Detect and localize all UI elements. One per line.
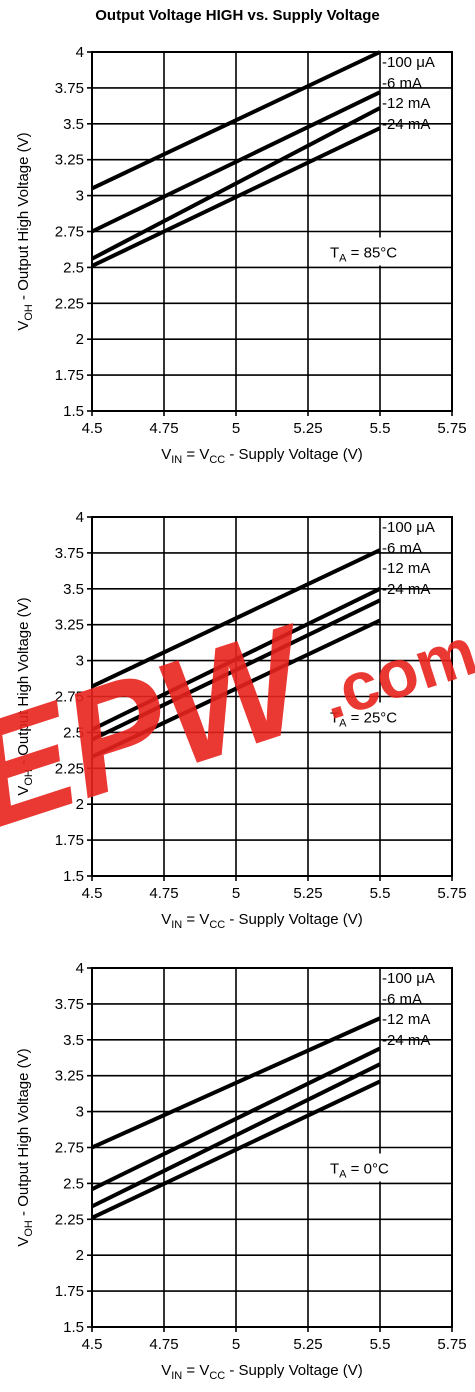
x-tick-label: 5.75 bbox=[437, 885, 466, 902]
series-label: -24 mA bbox=[382, 1032, 430, 1049]
series-line bbox=[91, 598, 381, 742]
y-tick-label: 2.5 bbox=[63, 1175, 84, 1192]
x-tick-label: 5.5 bbox=[370, 885, 391, 902]
series-label: -6 mA bbox=[382, 540, 422, 557]
series-line bbox=[91, 548, 381, 689]
y-tick-label: 4 bbox=[76, 960, 84, 977]
y-tick-label: 1.75 bbox=[55, 1283, 84, 1300]
y-tick-label: 1.75 bbox=[55, 832, 84, 849]
y-tick-label: 2.75 bbox=[55, 689, 84, 706]
y-axis-label: VOH - Output High Voltage (V) bbox=[15, 132, 35, 330]
y-tick-label: 2.25 bbox=[55, 1211, 84, 1228]
x-axis-label: VIN = VCC - Supply Voltage (V) bbox=[161, 1362, 363, 1382]
x-tick-label: 5.5 bbox=[370, 420, 391, 437]
series-label: -100 μA bbox=[382, 970, 435, 987]
x-tick-label: 4.5 bbox=[82, 1336, 103, 1353]
y-tick-label: 3.25 bbox=[55, 1068, 84, 1085]
y-axis-label-group: VOH - Output High Voltage (V) bbox=[15, 1048, 35, 1246]
x-tick-label: 5.75 bbox=[437, 1336, 466, 1353]
annotation-box bbox=[322, 1153, 418, 1182]
y-tick-label: 2.75 bbox=[55, 224, 84, 241]
y-axis-label: VOH - Output High Voltage (V) bbox=[15, 597, 35, 795]
y-tick-label: 2.5 bbox=[63, 259, 84, 276]
y-tick-label: 2.5 bbox=[63, 724, 84, 741]
series-line bbox=[91, 126, 381, 268]
series-label: -100 μA bbox=[382, 54, 435, 71]
y-tick-label: 3.75 bbox=[55, 80, 84, 97]
x-tick-label: 4.75 bbox=[149, 885, 178, 902]
y-tick-label: 3 bbox=[76, 188, 84, 205]
x-tick-label: 4.75 bbox=[149, 1336, 178, 1353]
y-tick-label: 1.5 bbox=[63, 1319, 84, 1336]
x-tick-label: 5 bbox=[232, 885, 240, 902]
annotation-box bbox=[322, 702, 418, 731]
y-tick-label: 2.75 bbox=[55, 1140, 84, 1157]
x-tick-label: 5.25 bbox=[293, 885, 322, 902]
y-tick-label: 3.75 bbox=[55, 996, 84, 1013]
series-label: -12 mA bbox=[382, 1011, 430, 1028]
x-tick-label: 4.5 bbox=[82, 420, 103, 437]
series-line bbox=[91, 618, 381, 759]
series-label: -6 mA bbox=[382, 75, 422, 92]
y-tick-label: 2 bbox=[76, 331, 84, 348]
x-tick-label: 5.25 bbox=[293, 1336, 322, 1353]
series-label: -100 μA bbox=[382, 519, 435, 536]
x-tick-label: 5.25 bbox=[293, 420, 322, 437]
y-tick-label: 3.25 bbox=[55, 152, 84, 169]
x-tick-label: 4.75 bbox=[149, 420, 178, 437]
y-tick-label: 3.5 bbox=[63, 1032, 84, 1049]
y-axis-label-group: VOH - Output High Voltage (V) bbox=[15, 597, 35, 795]
series-label: -24 mA bbox=[382, 581, 430, 598]
series-line bbox=[91, 90, 381, 234]
x-tick-label: 5.75 bbox=[437, 420, 466, 437]
y-tick-label: 4 bbox=[76, 509, 84, 526]
y-tick-label: 3.25 bbox=[55, 617, 84, 634]
page-title: Output Voltage HIGH vs. Supply Voltage bbox=[95, 7, 380, 24]
series-line bbox=[91, 1016, 381, 1150]
x-axis-label: VIN = VCC - Supply Voltage (V) bbox=[161, 446, 363, 466]
y-tick-label: 3.5 bbox=[63, 116, 84, 133]
x-tick-label: 5.5 bbox=[370, 1336, 391, 1353]
y-tick-label: 1.5 bbox=[63, 868, 84, 885]
chart-3: 1.5 1.75 2 2.25 2.5 2.75 3 3.25 3.5 3.75 4 4.5 4.75 5… bbox=[15, 960, 467, 1382]
x-tick-label: 4.5 bbox=[82, 885, 103, 902]
chart-1: 1.5 1.75 2 2.25 2.5 2.75 3 3.25 3.5 3.75 4 4.5 4.75 5… bbox=[15, 44, 467, 466]
series-line bbox=[91, 106, 381, 261]
x-axis-label: VIN = VCC - Supply Voltage (V) bbox=[161, 911, 363, 931]
series-line bbox=[91, 587, 381, 732]
series-line bbox=[91, 1062, 381, 1209]
series-line bbox=[91, 1079, 381, 1220]
y-tick-label: 3 bbox=[76, 653, 84, 670]
y-axis-label-group: VOH - Output High Voltage (V) bbox=[15, 132, 35, 330]
y-tick-label: 3 bbox=[76, 1104, 84, 1121]
temperature-annotation: TA = 0°C bbox=[330, 1161, 389, 1181]
y-axis-label: VOH - Output High Voltage (V) bbox=[15, 1048, 35, 1246]
annotation-box bbox=[322, 237, 418, 266]
x-tick-label: 5 bbox=[232, 1336, 240, 1353]
y-tick-label: 4 bbox=[76, 44, 84, 61]
y-tick-label: 1.75 bbox=[55, 367, 84, 384]
y-tick-label: 2 bbox=[76, 796, 84, 813]
y-tick-label: 2.25 bbox=[55, 295, 84, 312]
watermark-text: EPW bbox=[0, 592, 336, 861]
series-label: -24 mA bbox=[382, 116, 430, 133]
temperature-annotation: TA = 85°C bbox=[330, 245, 397, 265]
y-tick-label: 2.25 bbox=[55, 760, 84, 777]
temperature-annotation: TA = 25°C bbox=[330, 710, 397, 730]
x-tick-label: 5 bbox=[232, 420, 240, 437]
series-label: -12 mA bbox=[382, 95, 430, 112]
series-line bbox=[91, 50, 381, 191]
series-label: -6 mA bbox=[382, 991, 422, 1008]
y-tick-label: 3.5 bbox=[63, 581, 84, 598]
y-tick-label: 1.5 bbox=[63, 403, 84, 420]
series-label: -12 mA bbox=[382, 560, 430, 577]
chart-2: 1.5 1.75 2 2.25 2.5 2.75 3 3.25 3.5 3.75 4 4.5 4.75 5… bbox=[15, 509, 467, 931]
y-tick-label: 2 bbox=[76, 1247, 84, 1264]
y-tick-label: 3.75 bbox=[55, 545, 84, 562]
series-line bbox=[91, 1046, 381, 1191]
